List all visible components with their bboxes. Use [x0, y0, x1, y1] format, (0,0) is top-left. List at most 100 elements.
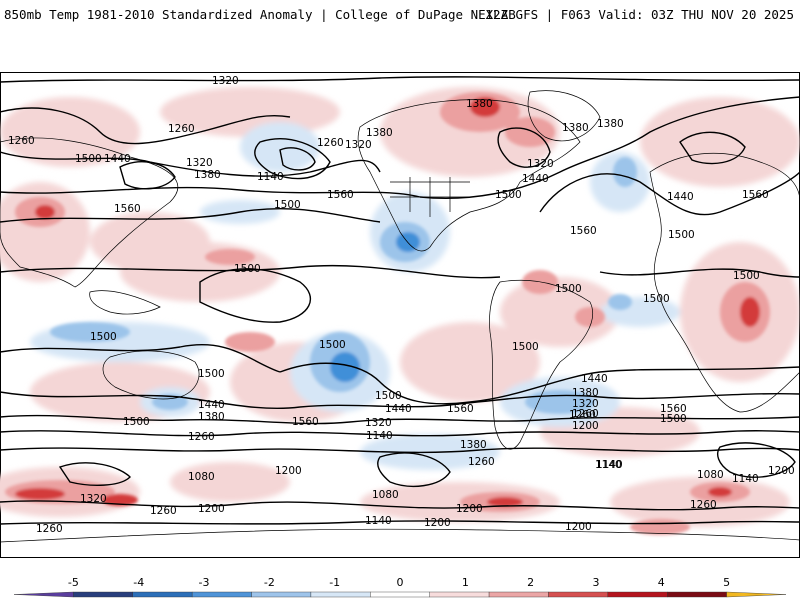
colorbar-tick-label: -4 [133, 576, 144, 589]
contour-label: 1320 [365, 417, 392, 429]
contour-label: 1500 [660, 413, 687, 425]
colorbar-segment [548, 591, 609, 598]
header: 850mb Temp 1981-2010 Standardized Anomal… [0, 0, 800, 30]
contour-label: 1440 [581, 373, 608, 385]
contour-label: 1200 [456, 503, 483, 515]
colorbar-tick-label: -5 [68, 576, 79, 589]
colorbar-tick-label: -2 [264, 576, 275, 589]
contour-label: 1140 [365, 515, 392, 527]
colorbar-tick-label: 1 [462, 576, 469, 589]
contour-label: 1140 [366, 430, 393, 442]
colorbar-segment [191, 591, 252, 598]
contour-label: 1200 [275, 465, 302, 477]
colorbar-tick-label: 5 [723, 576, 730, 589]
contour-label: 1260 [168, 123, 195, 135]
contour-label: 1260 [572, 408, 599, 420]
contour-label: 1560 [447, 403, 474, 415]
colorbar-segments [13, 591, 787, 598]
contour-label: 1140 [257, 171, 284, 183]
contour-label: 1380 [597, 118, 624, 130]
contour-label: 1140 [595, 459, 622, 471]
contour-label: 1080 [697, 469, 724, 481]
contour-label: 1500 [198, 368, 225, 380]
colorbar-tick-label: 4 [658, 576, 665, 589]
colorbar-segment [488, 591, 549, 598]
contour-label: 1080 [188, 471, 215, 483]
colorbar-segment [607, 591, 668, 598]
contour-label: 1560 [114, 203, 141, 215]
colorbar-tick-label: -3 [199, 576, 210, 589]
contour-label: 1260 [690, 499, 717, 511]
colorbar-segment [370, 591, 430, 598]
contour-label: 1140 [732, 473, 759, 485]
contour-label: 1440 [104, 153, 131, 165]
colorbar-tick-label: 3 [592, 576, 599, 589]
contour-label: 1500 [319, 339, 346, 351]
contour-label: 1440 [385, 403, 412, 415]
contour-label: 1320 [572, 398, 599, 410]
contour-label: 1500 [555, 283, 582, 295]
contour-label: 1260 [150, 505, 177, 517]
contour-label: 1500 [495, 189, 522, 201]
contour-label: 1500 [90, 331, 117, 343]
contour-label: 1320 [212, 75, 239, 87]
contour-labels: 1320 1260 1260 1500 1440 1320 1380 1140 … [8, 75, 795, 535]
coastlines [0, 90, 800, 543]
contour-label: 1080 [372, 489, 399, 501]
height-contours [0, 76, 800, 525]
contour-label: 1560 [660, 403, 687, 415]
contour-label: 1320 [80, 493, 107, 505]
contour-label: 1380 [366, 127, 393, 139]
contour-label: 1500 [274, 199, 301, 211]
contour-label: 1440 [198, 399, 225, 411]
colorbar-tick-label: 0 [397, 576, 404, 589]
contour-label: 1500 [234, 263, 261, 275]
contour-label: 1320 [186, 157, 213, 169]
contour-label: 1200 [198, 503, 225, 515]
anomaly-map: 1320 1260 1260 1500 1440 1320 1380 1140 … [0, 72, 800, 558]
contour-label: 1500 [668, 229, 695, 241]
colorbar-segment [667, 591, 727, 598]
contour-label: 1200 [565, 521, 592, 533]
colorbar-segment [251, 591, 312, 598]
colorbar-segment [132, 591, 193, 598]
contour-label: 1380 [466, 98, 493, 110]
contour-label: 1500 [123, 416, 150, 428]
contour-label: 1260 [468, 456, 495, 468]
contour-label: 1500 [375, 390, 402, 402]
colorbar-tick-label: -1 [329, 576, 340, 589]
contour-label: 1200 [424, 517, 451, 529]
contour-label: 1440 [522, 173, 549, 185]
model-run-info: 12Z GFS | F063 Valid: 03Z THU NOV 20 202… [485, 7, 794, 22]
contour-label: 1380 [572, 387, 599, 399]
contour-label: 1260 [569, 409, 596, 421]
contour-label: 1500 [75, 153, 102, 165]
contour-label: 1260 [36, 523, 63, 535]
contour-label: 1260 [8, 135, 35, 147]
colorbar-segment [429, 591, 490, 598]
contour-label: 1140 [596, 459, 623, 471]
contour-label: 1380 [562, 122, 589, 134]
contour-label: 1560 [292, 416, 319, 428]
contour-label: 1500 [643, 293, 670, 305]
contour-label: 1380 [198, 411, 225, 423]
colorbar-segment [73, 591, 133, 598]
contour-label: 1560 [742, 189, 769, 201]
contour-label: 1200 [768, 465, 795, 477]
contour-label: 1500 [512, 341, 539, 353]
colorbar-segment [726, 591, 787, 598]
contour-label: 1380 [460, 439, 487, 451]
colorbar-tick-label: 2 [527, 576, 534, 589]
colorbar-ticks: -5 -4 -3 -2 -1 0 1 2 3 4 5 [68, 576, 730, 589]
contour-label: 1320 [345, 139, 372, 151]
contour-label: 1560 [327, 189, 354, 201]
contour-label: 1320 [527, 158, 554, 170]
contour-label: 1560 [570, 225, 597, 237]
contour-label: 1380 [194, 169, 221, 181]
contour-label: 1260 [317, 137, 344, 149]
colorbar-segment [13, 591, 74, 598]
contour-label: 1200 [572, 420, 599, 432]
colorbar: -5 -4 -3 -2 -1 0 1 2 3 4 5 [0, 572, 800, 600]
contour-label: 1260 [188, 431, 215, 443]
colorbar-segment [310, 591, 371, 598]
